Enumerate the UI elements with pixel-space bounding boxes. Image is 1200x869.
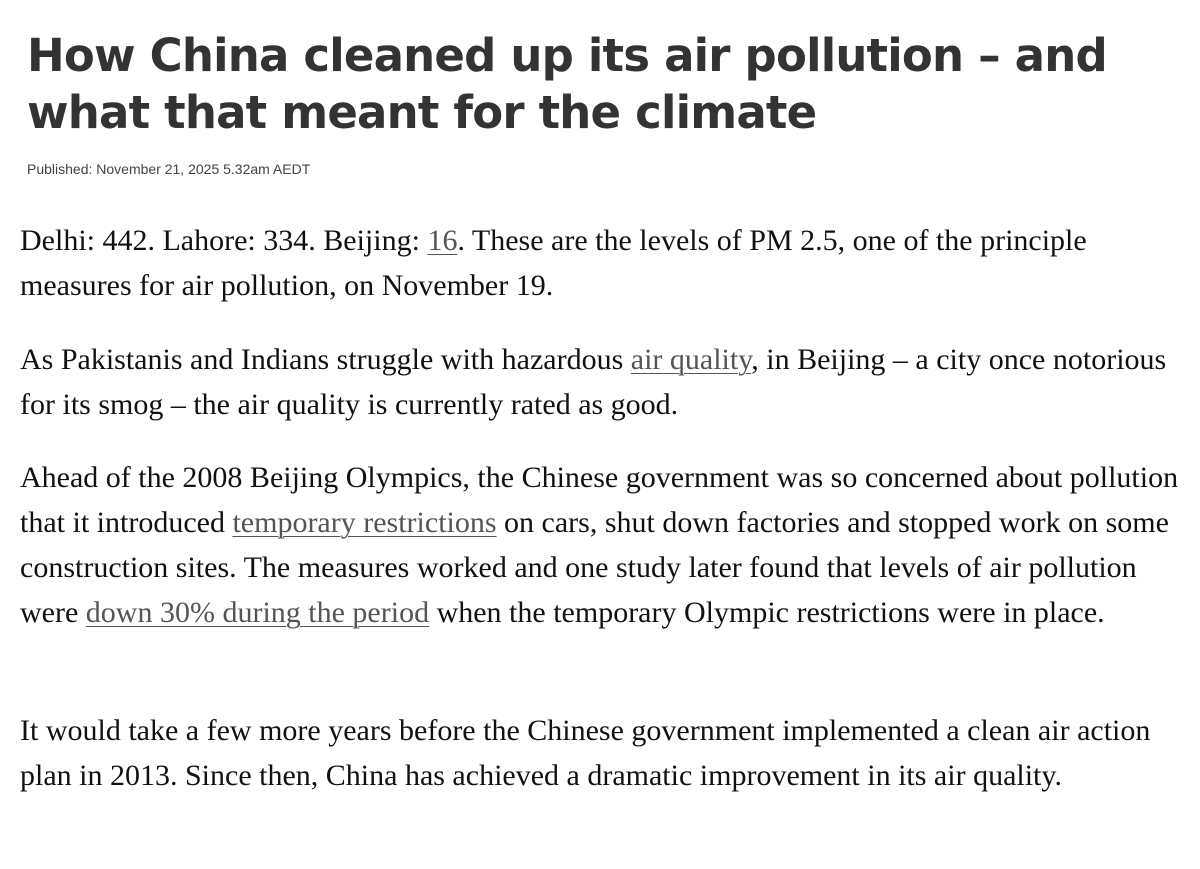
article-headline: How China cleaned up its air pollution –… xyxy=(27,29,1108,139)
paragraph-text: on cars, shut down factories and stopped… xyxy=(20,506,1169,629)
paragraph-4: It would take a few more years before th… xyxy=(20,714,1151,792)
paragraph-2: As Pakistanis and Indians struggle with … xyxy=(20,337,1192,427)
study-down-30-percent-link[interactable]: down 30% during the period xyxy=(85,596,430,629)
pm25-beijing-link[interactable]: 16 xyxy=(427,224,458,257)
air-quality-link[interactable]: air quality xyxy=(630,343,752,376)
published-date: Published: November 21, 2025 5.32am AEDT xyxy=(27,161,311,177)
paragraph-text: when the temporary Olympic restrictions … xyxy=(429,596,1105,629)
paragraph-text: Delhi: 442. Lahore: 334. Beijing: xyxy=(20,224,428,257)
temporary-restrictions-link[interactable]: temporary restrictions xyxy=(232,506,497,539)
paragraph-1: Delhi: 442. Lahore: 334. Beijing: 16. Th… xyxy=(20,218,1192,308)
paragraph-text: , in Beijing – a city once notorious for… xyxy=(20,343,1167,421)
paragraph-text: Ahead of the 2008 Beijing Olympics, the … xyxy=(20,461,1179,539)
paragraph-text: . These are the levels of PM 2.5, one of… xyxy=(20,224,1087,302)
paragraph-3: Ahead of the 2008 Beijing Olympics, the … xyxy=(20,455,1192,635)
paragraph-text: As Pakistanis and Indians struggle with … xyxy=(20,343,631,376)
